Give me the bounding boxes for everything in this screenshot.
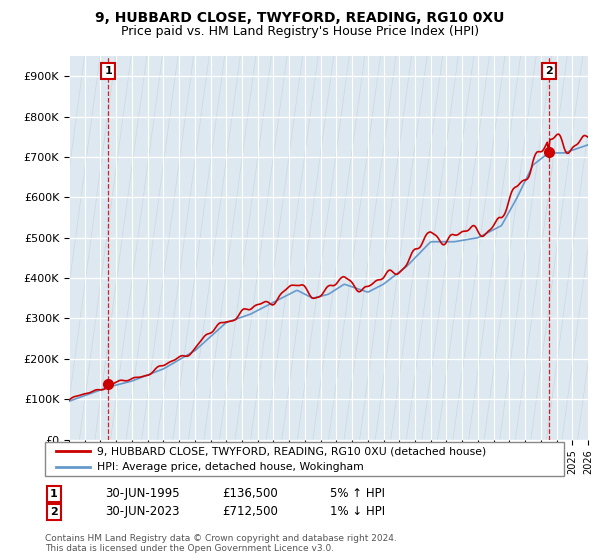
Text: HPI: Average price, detached house, Wokingham: HPI: Average price, detached house, Woki… xyxy=(97,461,364,472)
Text: £712,500: £712,500 xyxy=(222,505,278,519)
Text: 30-JUN-2023: 30-JUN-2023 xyxy=(105,505,179,519)
Text: 30-JUN-1995: 30-JUN-1995 xyxy=(105,487,179,501)
Text: 5% ↑ HPI: 5% ↑ HPI xyxy=(330,487,385,501)
Text: 1: 1 xyxy=(104,66,112,76)
Text: Price paid vs. HM Land Registry's House Price Index (HPI): Price paid vs. HM Land Registry's House … xyxy=(121,25,479,39)
Text: 2: 2 xyxy=(50,507,58,517)
Text: Contains HM Land Registry data © Crown copyright and database right 2024.
This d: Contains HM Land Registry data © Crown c… xyxy=(45,534,397,553)
Text: £136,500: £136,500 xyxy=(222,487,278,501)
Text: 9, HUBBARD CLOSE, TWYFORD, READING, RG10 0XU (detached house): 9, HUBBARD CLOSE, TWYFORD, READING, RG10… xyxy=(97,446,487,456)
Text: 1% ↓ HPI: 1% ↓ HPI xyxy=(330,505,385,519)
Text: 2: 2 xyxy=(545,66,553,76)
Text: 1: 1 xyxy=(50,489,58,499)
Text: 9, HUBBARD CLOSE, TWYFORD, READING, RG10 0XU: 9, HUBBARD CLOSE, TWYFORD, READING, RG10… xyxy=(95,11,505,25)
